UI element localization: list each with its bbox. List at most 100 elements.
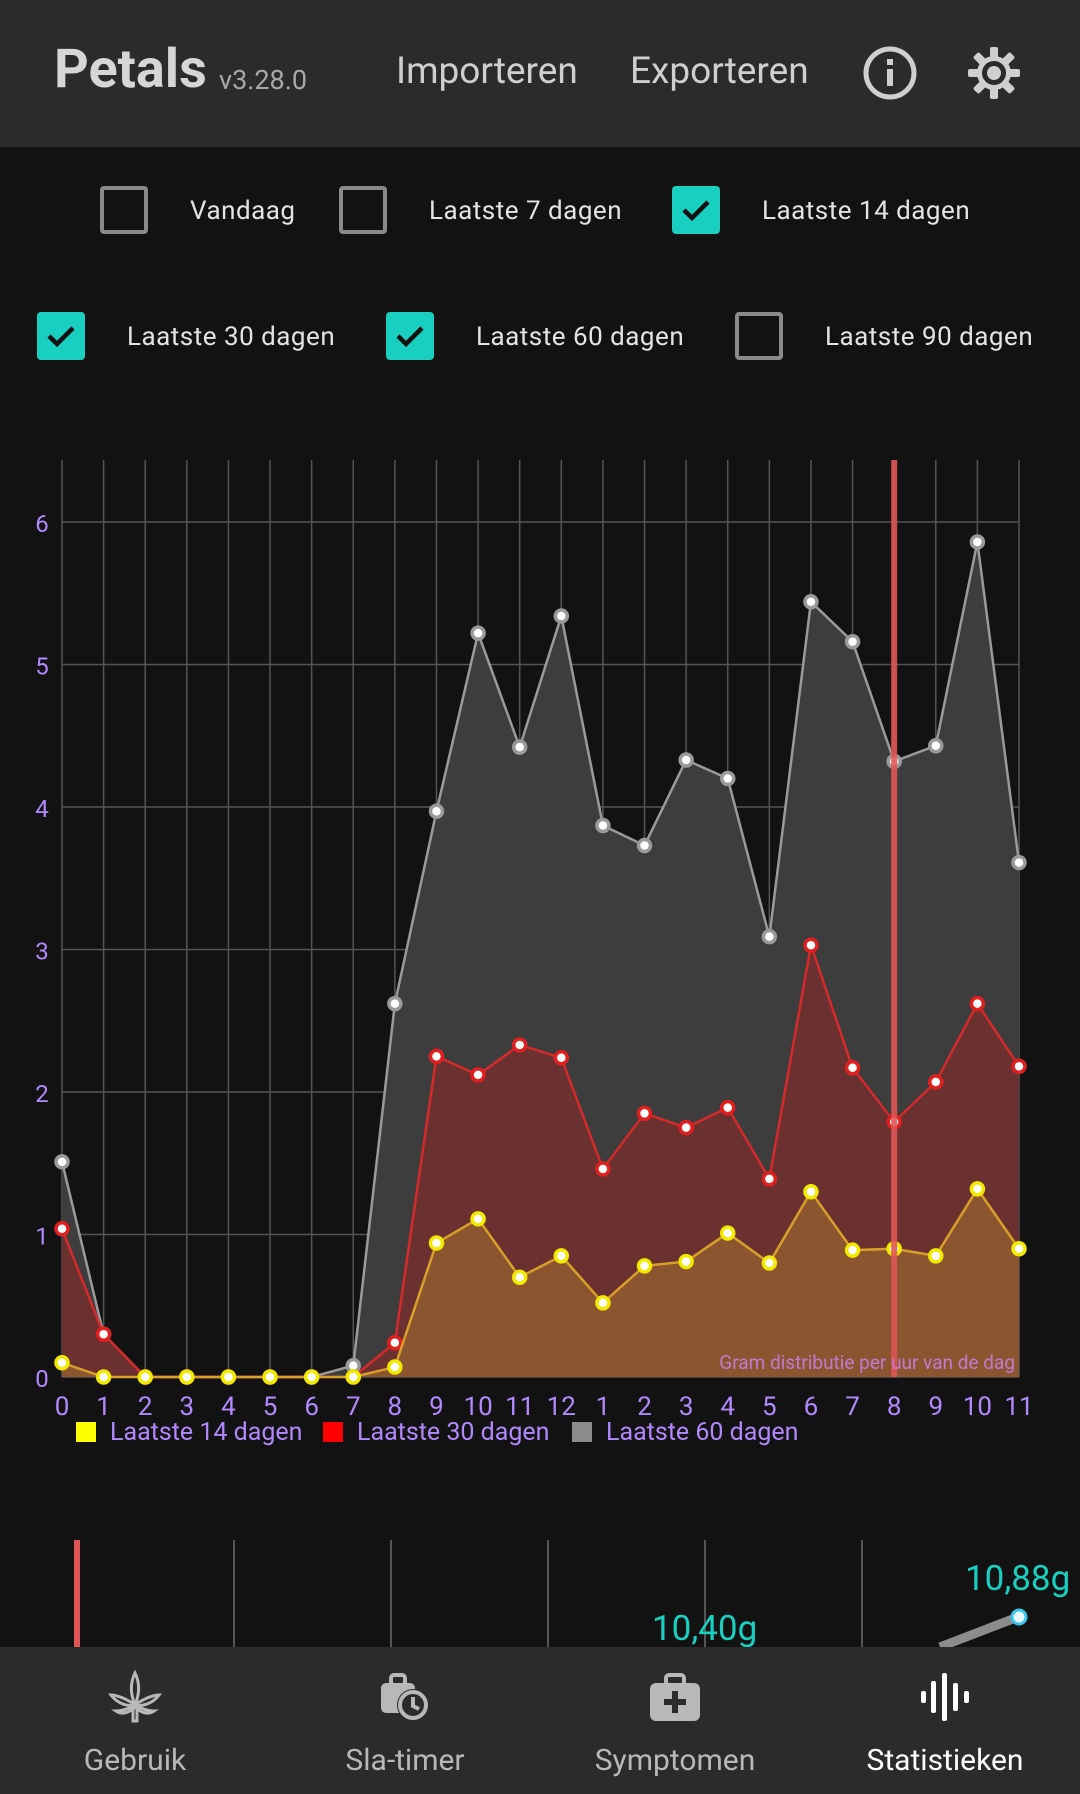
y-tick-label: 6 bbox=[35, 510, 49, 538]
x-tick-label: 2 bbox=[138, 1392, 153, 1422]
data-point bbox=[803, 1184, 819, 1200]
checkbox-30-days[interactable] bbox=[37, 312, 85, 360]
check-icon bbox=[396, 326, 424, 348]
y-tick-label: 4 bbox=[35, 795, 49, 823]
data-point bbox=[1011, 1241, 1027, 1257]
data-point bbox=[1011, 1058, 1027, 1075]
data-point bbox=[345, 1369, 362, 1385]
x-tick-label: 2 bbox=[637, 1392, 652, 1422]
data-point bbox=[719, 770, 736, 787]
medical-kit-icon bbox=[650, 1673, 700, 1721]
data-point bbox=[928, 1074, 944, 1090]
cumulative-chart[interactable]: 10,40g 10,88g bbox=[0, 1530, 1080, 1647]
x-tick-label: 10 bbox=[463, 1392, 492, 1422]
data-point bbox=[719, 1099, 736, 1116]
data-point bbox=[636, 1105, 653, 1122]
import-button[interactable]: Importeren bbox=[396, 50, 578, 93]
data-point bbox=[54, 1154, 70, 1170]
data-point bbox=[262, 1369, 278, 1385]
data-point bbox=[470, 1211, 486, 1227]
data-point bbox=[511, 1037, 528, 1053]
x-tick-label: 5 bbox=[263, 1392, 278, 1422]
export-button[interactable]: Exporteren bbox=[630, 50, 809, 93]
x-tick-label: 0 bbox=[55, 1392, 70, 1422]
legend-label: Laatste 60 dagen bbox=[606, 1418, 798, 1447]
x-tick-label: 10 bbox=[963, 1392, 992, 1422]
filter-90-days-label: Laatste 90 dagen bbox=[825, 322, 1034, 352]
legend-swatch bbox=[323, 1422, 343, 1442]
nav-gebruik-label: Gebruik bbox=[83, 1743, 187, 1778]
app-title: Petals bbox=[54, 38, 207, 101]
nav-sla-timer[interactable]: Sla-timer bbox=[270, 1647, 540, 1794]
x-tick-label: 9 bbox=[928, 1392, 943, 1422]
nav-gebruik[interactable]: Gebruik bbox=[0, 1647, 270, 1794]
data-point bbox=[387, 1335, 403, 1351]
data-point bbox=[636, 837, 653, 854]
data-point bbox=[678, 1253, 694, 1270]
x-tick-label: 7 bbox=[346, 1392, 361, 1422]
cannabis-leaf-icon bbox=[107, 1669, 163, 1723]
data-point bbox=[220, 1369, 237, 1385]
legend-label: Laatste 30 dagen bbox=[357, 1418, 549, 1447]
data-point bbox=[387, 995, 403, 1012]
data-point bbox=[428, 803, 445, 820]
data-point bbox=[387, 1359, 403, 1375]
filter-row-1: Vandaag Laatste 7 dagen Laatste 14 dagen bbox=[0, 186, 1080, 246]
data-point bbox=[719, 1225, 736, 1241]
x-tick-label: 1 bbox=[96, 1392, 111, 1422]
x-tick-label: 4 bbox=[221, 1392, 236, 1422]
nav-symptomen[interactable]: Symptomen bbox=[540, 1647, 810, 1794]
data-point bbox=[844, 633, 861, 650]
data-point bbox=[511, 1269, 528, 1285]
data-point bbox=[844, 1242, 861, 1258]
checkbox-7-days[interactable] bbox=[339, 186, 387, 234]
data-point bbox=[969, 1181, 986, 1197]
x-tick-label: 7 bbox=[845, 1392, 860, 1422]
nav-symptomen-label: Symptomen bbox=[594, 1743, 756, 1778]
x-tick-label: 4 bbox=[720, 1392, 735, 1422]
chart-annotation: Gram distributie per uur van de dag bbox=[719, 1351, 1015, 1374]
checkbox-60-days[interactable] bbox=[386, 312, 434, 360]
settings-gear-icon[interactable] bbox=[966, 45, 1022, 101]
checkbox-14-days[interactable] bbox=[672, 186, 720, 234]
checkbox-today[interactable] bbox=[100, 186, 148, 234]
x-tick-label: 5 bbox=[762, 1392, 777, 1422]
x-tick-label: 12 bbox=[547, 1392, 576, 1422]
data-point bbox=[553, 1050, 570, 1066]
y-tick-label: 2 bbox=[35, 1080, 49, 1108]
cumulative-line bbox=[938, 1612, 1020, 1647]
y-tick-label: 5 bbox=[35, 653, 49, 681]
cumulative-point bbox=[1010, 1608, 1028, 1626]
x-tick-label: 3 bbox=[180, 1392, 195, 1422]
check-icon bbox=[47, 326, 75, 348]
x-tick-label: 8 bbox=[388, 1392, 403, 1422]
series-area bbox=[62, 1188, 1019, 1377]
filter-30-days-label: Laatste 30 dagen bbox=[127, 322, 336, 352]
data-point bbox=[761, 928, 778, 945]
legend-label: Laatste 14 dagen bbox=[110, 1418, 302, 1447]
x-tick-label: 6 bbox=[304, 1392, 319, 1422]
data-point bbox=[137, 1369, 153, 1385]
data-point bbox=[54, 1355, 70, 1371]
data-point bbox=[761, 1171, 778, 1187]
bottom-navigation: Gebruik Sla-timer Symptomen bbox=[0, 1647, 1080, 1794]
y-tick-label: 3 bbox=[35, 938, 49, 966]
data-point bbox=[595, 1295, 611, 1311]
data-point bbox=[844, 1060, 861, 1076]
x-tick-label: 8 bbox=[887, 1392, 902, 1422]
checkbox-90-days[interactable] bbox=[735, 312, 783, 360]
x-tick-label: 1 bbox=[596, 1392, 611, 1422]
data-point bbox=[303, 1369, 320, 1385]
nav-statistieken[interactable]: Statistieken bbox=[810, 1647, 1080, 1794]
filter-row-2: Laatste 30 dagen Laatste 60 dagen Laatst… bbox=[0, 312, 1080, 372]
cumulative-value-a: 10,40g bbox=[652, 1608, 757, 1647]
data-point bbox=[553, 1248, 570, 1264]
data-point bbox=[54, 1221, 70, 1237]
data-point bbox=[1011, 854, 1027, 871]
data-point bbox=[595, 1161, 611, 1177]
data-point bbox=[969, 995, 986, 1012]
info-icon[interactable] bbox=[862, 45, 918, 101]
data-point bbox=[928, 737, 944, 754]
data-point bbox=[95, 1326, 112, 1342]
